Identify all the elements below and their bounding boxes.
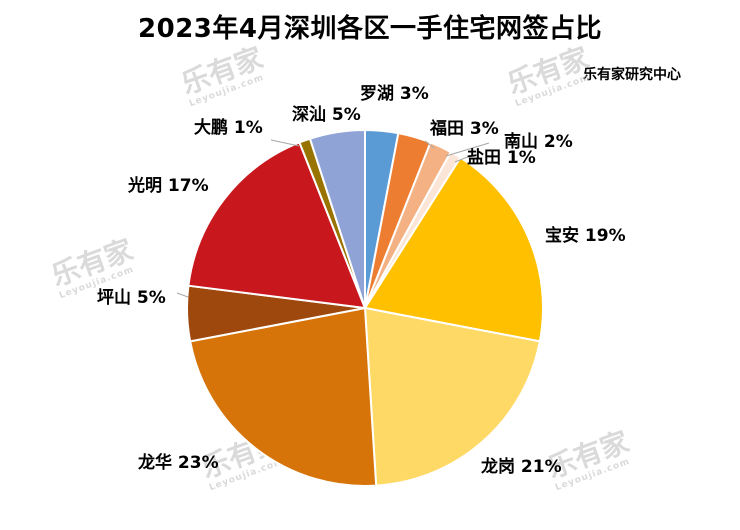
slice-label-大鹏: 大鹏 1% [194,117,263,138]
pie-slice-龙岗 [363,306,542,487]
leader-line [176,292,189,298]
slice-label-福田: 福田 3% [429,118,499,139]
slice-label-盐田: 盐田 1% [467,147,536,168]
slice-label-南山: 南山 2% [504,131,573,152]
chart-title: 2023年4月深圳各区一手住宅网签占比 [138,14,602,44]
slice-label-龙华: 龙华 23% [137,452,219,473]
pie-slice-深汕 [308,128,366,309]
slice-label-龙岗: 龙岗 21% [480,456,562,477]
leader-line [270,139,300,147]
slice-label-罗湖: 罗湖 3% [360,84,429,104]
slice-label-宝安: 宝安 19% [545,225,626,246]
pie-slice-龙华 [188,306,378,488]
slice-label-坪山: 坪山 5% [97,288,166,308]
pie-slice-宝安 [363,156,544,343]
leader-line [454,155,471,163]
source-label: 乐有家研究中心 [583,67,681,83]
leader-line [424,140,435,149]
slice-label-光明: 光明 17% [127,175,209,196]
slice-label-深汕: 深汕 5% [292,104,361,125]
leader-line [445,142,490,157]
pie-slice-光明 [187,141,367,310]
